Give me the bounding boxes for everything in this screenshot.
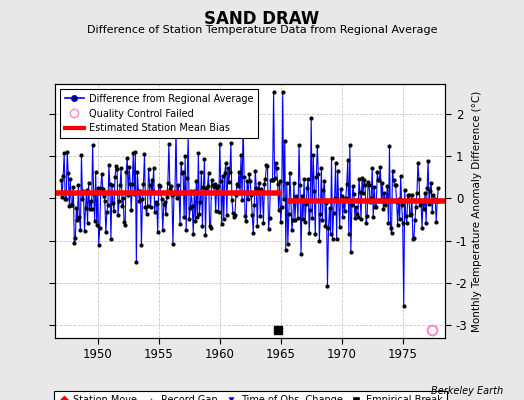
Text: SAND DRAW: SAND DRAW bbox=[204, 10, 320, 28]
Y-axis label: Monthly Temperature Anomaly Difference (°C): Monthly Temperature Anomaly Difference (… bbox=[472, 90, 482, 332]
Text: Berkeley Earth: Berkeley Earth bbox=[431, 386, 503, 396]
Text: Difference of Station Temperature Data from Regional Average: Difference of Station Temperature Data f… bbox=[87, 25, 437, 35]
Legend: Station Move, Record Gap, Time of Obs. Change, Empirical Break: Station Move, Record Gap, Time of Obs. C… bbox=[54, 391, 446, 400]
